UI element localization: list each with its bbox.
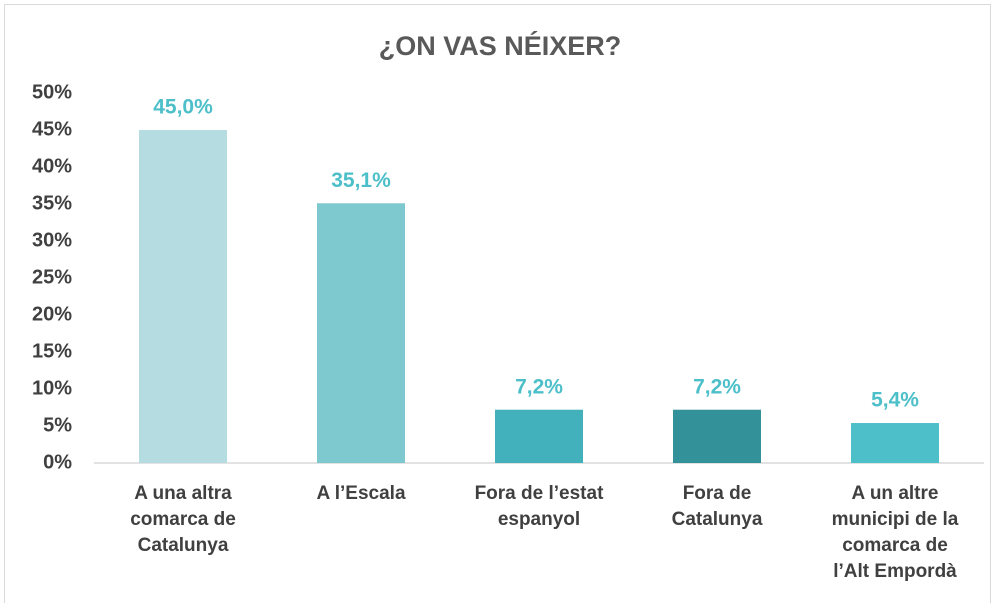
data-label: 7,2% bbox=[515, 375, 563, 398]
chart-title: ¿ON VAS NÉIXER? bbox=[379, 30, 622, 61]
y-tick-label: 15% bbox=[32, 340, 72, 362]
bar bbox=[851, 423, 939, 463]
bar bbox=[139, 130, 227, 463]
y-tick-label: 35% bbox=[32, 192, 72, 214]
y-tick-label: 20% bbox=[32, 303, 72, 325]
data-label: 5,4% bbox=[871, 389, 919, 412]
y-tick-label: 50% bbox=[32, 81, 72, 103]
y-tick-label: 40% bbox=[32, 155, 72, 177]
y-tick-label: 5% bbox=[43, 414, 72, 436]
x-tick-label: A l’Escala bbox=[316, 483, 406, 504]
data-label: 7,2% bbox=[693, 375, 741, 398]
y-tick-label: 10% bbox=[32, 377, 72, 399]
x-tick-label: Fora de l’estat espanyol bbox=[474, 483, 604, 530]
x-tick-label: A una altra comarca de Catalunya bbox=[130, 483, 236, 556]
data-label: 35,1% bbox=[331, 169, 391, 192]
x-tick-label: A un altre municipi de la comarca de l’A… bbox=[831, 483, 959, 582]
x-tick-label: Fora de Catalunya bbox=[671, 483, 763, 530]
bar bbox=[673, 409, 761, 463]
y-tick-label: 0% bbox=[43, 451, 72, 473]
bar bbox=[495, 409, 583, 463]
y-tick-label: 45% bbox=[32, 118, 72, 140]
y-tick-label: 30% bbox=[32, 229, 72, 251]
y-tick-label: 25% bbox=[32, 266, 72, 288]
data-label: 45,0% bbox=[153, 96, 213, 119]
bar bbox=[317, 203, 405, 463]
